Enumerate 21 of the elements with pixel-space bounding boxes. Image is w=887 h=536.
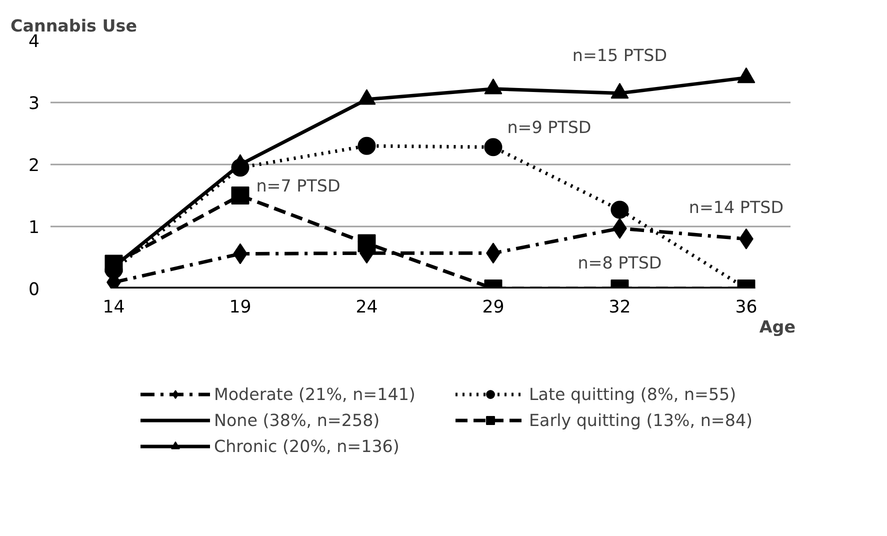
legend-label: Early quitting (13%, n=84) bbox=[529, 410, 754, 430]
x-tick-label: 19 bbox=[229, 298, 252, 318]
annotation: n=7 PTSD bbox=[256, 176, 340, 196]
legend-label: Moderate (21%, n=141) bbox=[214, 384, 416, 404]
x-tick-label: 36 bbox=[735, 298, 758, 318]
x-tick-label: 14 bbox=[102, 298, 125, 318]
x-tick-label: 24 bbox=[356, 298, 378, 318]
x-axis-title: Age bbox=[759, 318, 796, 336]
annotation: n=14 PTSD bbox=[688, 198, 784, 217]
legend-label: Late quitting (8%, n=55) bbox=[529, 384, 738, 404]
legend-label: None (38%, n=258) bbox=[214, 410, 381, 430]
y-tick-label: 1 bbox=[28, 218, 40, 238]
y-tick-label: 2 bbox=[28, 156, 40, 176]
annotation: n=9 PTSD bbox=[507, 118, 592, 138]
legend-label: Chronic (20%, n=136) bbox=[214, 436, 400, 456]
x-tick-label: 32 bbox=[608, 298, 631, 318]
annotation: n=15 PTSD bbox=[572, 46, 668, 66]
x-tick-label: 29 bbox=[482, 298, 504, 318]
y-tick-label: 3 bbox=[28, 94, 40, 114]
y-tick-label: 0 bbox=[28, 280, 40, 300]
annotation: n=8 PTSD bbox=[578, 254, 662, 272]
